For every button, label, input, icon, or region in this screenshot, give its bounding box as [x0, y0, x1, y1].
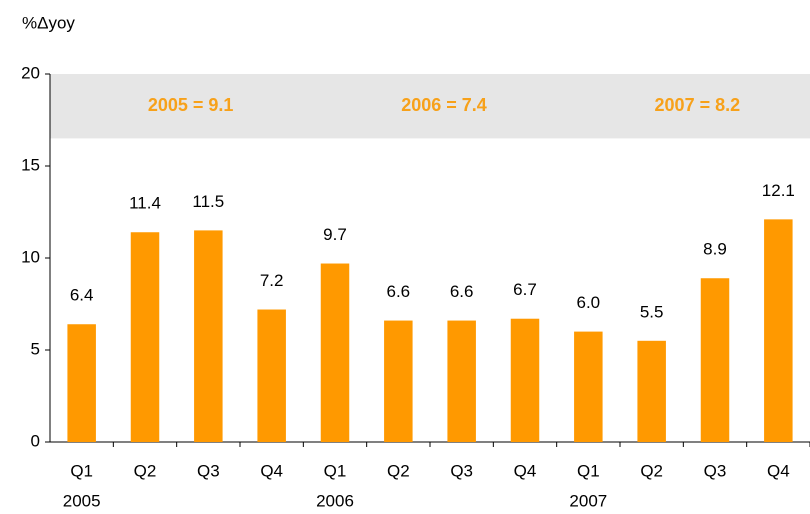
value-label: 9.7: [323, 225, 347, 244]
annotation: 2007 = 8.2: [655, 95, 741, 115]
x-tick-label: Q2: [640, 461, 663, 480]
bar: [637, 340, 666, 442]
bar: [447, 320, 476, 442]
bar: [700, 278, 730, 442]
x-tick-label: Q4: [260, 461, 283, 480]
x-tick-label: Q1: [324, 461, 347, 480]
value-label: 11.4: [129, 194, 161, 213]
y-tick-label: 10: [21, 247, 40, 266]
bar: [194, 230, 223, 442]
x-tick-label: Q3: [450, 461, 473, 480]
y-tick-label: 20: [21, 63, 40, 82]
value-label: 6.7: [513, 280, 537, 299]
bar: [67, 324, 96, 442]
x-tick-label: Q3: [197, 461, 220, 480]
y-tick-label: 5: [31, 339, 40, 358]
x-tick-label: Q4: [767, 461, 790, 480]
bar: [574, 331, 603, 442]
x-tick-label: Q1: [70, 461, 93, 480]
x-tick-label: Q3: [704, 461, 727, 480]
value-label: 12.1: [762, 181, 795, 200]
highlight-band: [50, 74, 810, 139]
bar: [320, 263, 350, 442]
x-tick-label: Q2: [134, 461, 157, 480]
bar: [510, 318, 540, 442]
value-label: 6.4: [70, 286, 94, 305]
value-label: 5.5: [640, 302, 664, 321]
annotation: 2005 = 9.1: [148, 95, 234, 115]
year-label: 2005: [63, 491, 101, 510]
y-axis-label: %Δyoy: [22, 13, 75, 32]
x-tick-label: Q1: [577, 461, 600, 480]
value-label: 6.6: [450, 282, 474, 301]
value-label: 8.9: [703, 240, 727, 259]
x-tick-label: Q2: [387, 461, 410, 480]
bar: [257, 309, 286, 442]
year-label: 2006: [316, 491, 354, 510]
bar: [764, 219, 793, 442]
bar: [384, 320, 413, 442]
year-label: 2007: [569, 491, 607, 510]
bar: [130, 232, 160, 442]
value-label: 6.0: [577, 293, 601, 312]
value-label: 11.5: [192, 192, 224, 211]
value-label: 6.6: [387, 282, 411, 301]
y-tick-label: 0: [31, 431, 40, 450]
y-tick-label: 15: [21, 155, 40, 174]
x-tick-label: Q4: [514, 461, 537, 480]
annotation: 2006 = 7.4: [401, 95, 487, 115]
value-label: 7.2: [260, 271, 284, 290]
